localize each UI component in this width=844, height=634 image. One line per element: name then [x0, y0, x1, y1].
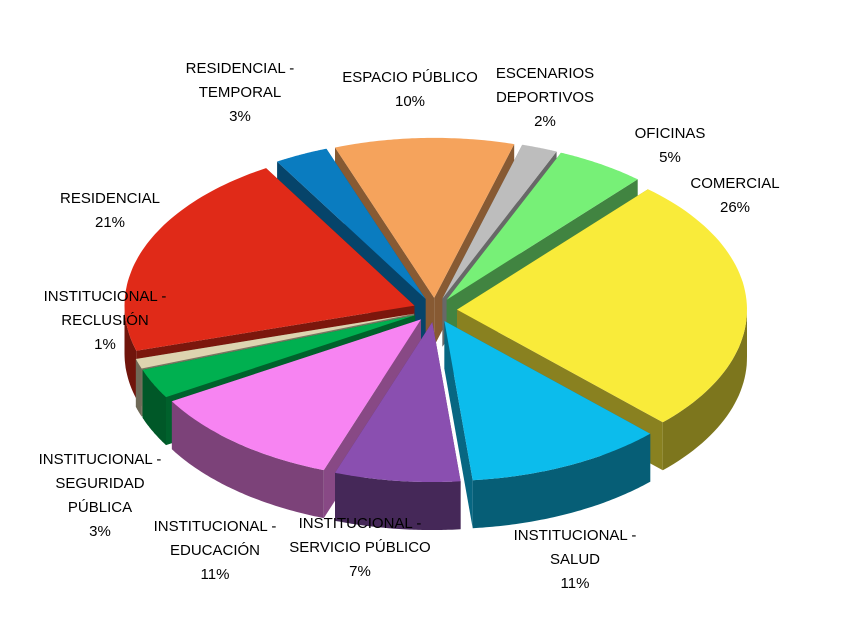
value-label: 7% — [349, 563, 371, 580]
value-label: 10% — [394, 93, 426, 110]
slice — [142, 315, 416, 398]
slice-wall — [135, 359, 142, 417]
slice — [277, 148, 426, 299]
slice-label: INSTITUCIONAL - SERVICIO PÚBLICO 7% — [285, 512, 435, 584]
slice-wall — [335, 472, 461, 530]
slice-label: ESCENARIOS DEPORTIVOS 2% — [485, 62, 605, 134]
slice-wall — [662, 308, 747, 471]
value-label: 21% — [94, 214, 126, 231]
value-label: 2% — [534, 113, 556, 130]
value-label: 3% — [229, 108, 251, 125]
category-name: ESPACIO PÚBLICO — [342, 69, 478, 86]
slice-label: INSTITUCIONAL - RECLUSIÓN 1% — [25, 285, 185, 357]
category-name: OFICINAS — [634, 125, 706, 142]
slice-wall — [142, 369, 166, 446]
slice-label: INSTITUCIONAL - SEGURIDAD PÚBLICA 3% — [25, 448, 175, 544]
value-label: 11% — [200, 566, 230, 583]
value-label: 11% — [560, 575, 590, 592]
category-name: INSTITUCIONAL - SERVICIO PÚBLICO — [289, 515, 431, 556]
category-name: INSTITUCIONAL - SALUD — [513, 527, 637, 568]
slice-wall — [171, 401, 324, 519]
value-label: 1% — [94, 336, 116, 353]
category-name: RESIDENCIAL - TEMPORAL — [185, 60, 295, 101]
category-name: COMERCIAL — [690, 175, 780, 192]
category-name: ESCENARIOS DEPORTIVOS — [495, 65, 595, 106]
slice-label: INSTITUCIONAL - SALUD 11% — [495, 524, 655, 596]
slice-side — [444, 321, 473, 529]
value-label: 5% — [659, 149, 681, 166]
slice — [444, 321, 651, 481]
slice — [135, 313, 415, 369]
slice — [124, 168, 415, 351]
slice — [171, 319, 421, 471]
value-label: 3% — [89, 523, 111, 540]
slice — [457, 189, 747, 423]
slice — [446, 152, 638, 300]
category-name: INSTITUCIONAL - EDUCACIÓN — [153, 518, 277, 559]
category-name: INSTITUCIONAL - SEGURIDAD PÚBLICA — [38, 451, 162, 516]
slice-wall — [124, 305, 137, 399]
value-label: 26% — [719, 199, 751, 216]
category-name: INSTITUCIONAL - RECLUSIÓN — [43, 288, 167, 329]
slice-label: RESIDENCIAL - TEMPORAL 3% — [170, 57, 310, 129]
category-name: RESIDENCIAL — [59, 190, 161, 207]
slice-label: INSTITUCIONAL - EDUCACIÓN 11% — [140, 515, 290, 587]
slice — [442, 144, 557, 299]
slice-label: ESPACIO PÚBLICO 10% — [330, 66, 490, 114]
slice-label: RESIDENCIAL 21% — [45, 187, 175, 235]
slice-wall — [472, 433, 651, 529]
slice — [335, 137, 515, 298]
slice-label: COMERCIAL 26% — [675, 172, 795, 220]
slice — [335, 322, 461, 482]
slice-label: OFICINAS 5% — [615, 122, 725, 170]
